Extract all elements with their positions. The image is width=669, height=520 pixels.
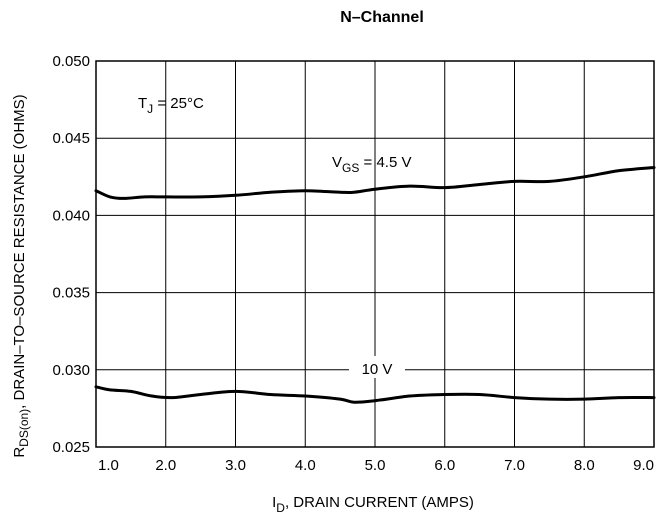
- x-tick-label: 9.0: [633, 457, 654, 474]
- x-axis-label-subscript: D: [276, 501, 285, 515]
- y-tick-label: 0.050: [52, 53, 90, 70]
- y-axis-label-text: , DRAIN–TO–SOURCE RESISTANCE (OHMS): [11, 94, 28, 409]
- plot-frame: [95, 60, 655, 448]
- temperature-annotation: TJ = 25°C: [138, 95, 204, 116]
- y-axis-label-symbol: R: [11, 447, 28, 458]
- x-axis-label-symbol: I: [272, 494, 276, 511]
- x-axis-label-text: , DRAIN CURRENT (AMPS): [285, 494, 474, 511]
- x-tick-label: 3.0: [225, 457, 246, 474]
- x-tick-label: 1.0: [98, 457, 119, 474]
- x-tick-label: 5.0: [365, 457, 386, 474]
- series-layer: VGS = 4.5 V 10 V: [94, 154, 656, 404]
- series-label-value: = 4.5 V: [359, 154, 411, 171]
- x-tick-label: 4.0: [295, 457, 316, 474]
- series-label-vgs-4-5v: VGS = 4.5 V: [332, 154, 411, 175]
- series-label-10v: 10 V: [362, 361, 393, 378]
- x-tick-label: 8.0: [574, 457, 595, 474]
- y-tick-label: 0.025: [52, 439, 90, 456]
- y-tick-label: 0.045: [52, 130, 90, 147]
- y-tick-label: 0.035: [52, 285, 90, 302]
- y-axis-label-subscript: DS(on): [17, 409, 31, 447]
- temperature-value: = 25°C: [153, 95, 204, 112]
- x-tick-label: 2.0: [155, 457, 176, 474]
- series-label-subscript: GS: [342, 161, 359, 175]
- series-line-vgs-4-5v: [94, 166, 656, 200]
- temperature-symbol: T: [138, 95, 147, 112]
- x-tick-label: 7.0: [504, 457, 525, 474]
- y-tick-label: 0.030: [52, 362, 90, 379]
- chart-title: N–Channel: [340, 9, 424, 26]
- series-label-symbol: V: [332, 154, 342, 171]
- x-tick-label: 6.0: [434, 457, 455, 474]
- y-axis-label: RDS(on), DRAIN–TO–SOURCE RESISTANCE (OHM…: [11, 94, 31, 457]
- temperature-subscript: J: [147, 102, 153, 116]
- series-label-background: [349, 356, 405, 378]
- tick-layer: 1.0 2.0 3.0 4.0 5.0 6.0 7.0 8.0 9.0 0.025 0.030 0.0…: [52, 53, 654, 474]
- series-line-vgs-10v: [94, 385, 656, 404]
- y-tick-label: 0.040: [52, 207, 90, 224]
- x-axis-label: ID, DRAIN CURRENT (AMPS): [272, 494, 474, 515]
- grid-lines: [96, 61, 654, 447]
